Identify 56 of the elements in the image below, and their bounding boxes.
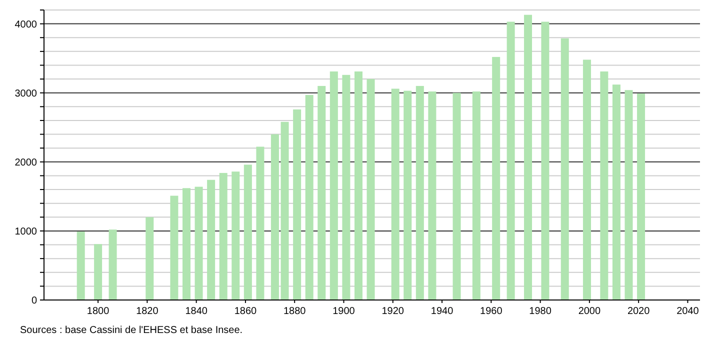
x-tick-label: 1840: [185, 306, 208, 317]
x-tick-label: 1880: [283, 306, 306, 317]
bar: [170, 196, 178, 300]
y-tick-label: 3000: [14, 88, 38, 100]
y-tick-label: 0: [31, 296, 38, 306]
source-note: Sources : base Cassini de l'EHESS et base Insee.: [20, 325, 243, 336]
bar: [637, 94, 646, 300]
x-tick-label: 1920: [382, 306, 404, 317]
bar: [330, 71, 338, 300]
bar: [146, 217, 154, 300]
y-tick-label: 4000: [14, 19, 38, 30]
bar: [404, 90, 412, 300]
bar: [76, 232, 85, 300]
bar: [506, 22, 515, 300]
bar: [428, 91, 436, 300]
x-tick-label: 1860: [234, 306, 258, 317]
bar: [244, 164, 252, 300]
bar: [94, 244, 102, 300]
y-tick-label: 2000: [14, 157, 38, 168]
bar: [318, 86, 326, 300]
bar: [108, 230, 117, 300]
bar: [624, 90, 633, 300]
x-tick-label: 1820: [136, 306, 159, 317]
bar: [541, 22, 550, 300]
bar: [354, 71, 362, 300]
bar: [612, 84, 620, 300]
bar: [492, 56, 500, 300]
bar: [452, 92, 461, 300]
y-tick-label: 1000: [14, 226, 38, 238]
x-tick-label: 1960: [480, 306, 503, 317]
bar: [194, 186, 203, 300]
bar: [256, 146, 264, 300]
bar: [416, 86, 424, 300]
bar: [600, 71, 608, 300]
x-tick-label: 2040: [676, 306, 700, 317]
bar: [560, 38, 569, 300]
bar: [391, 88, 400, 300]
x-tick-label: 2020: [627, 306, 650, 317]
bar: [305, 94, 314, 300]
bar: [342, 74, 350, 300]
bar: [207, 180, 216, 300]
bar: [366, 79, 375, 300]
bar: [524, 14, 532, 300]
x-tick-label: 1980: [529, 306, 552, 317]
x-tick-label: 1900: [332, 306, 356, 317]
x-tick-label: 2000: [578, 306, 601, 317]
bar: [270, 134, 279, 300]
bar: [280, 122, 289, 300]
bar: [219, 172, 228, 300]
bar: [582, 60, 591, 300]
x-tick-label: 1940: [430, 306, 454, 317]
bar: [472, 91, 480, 300]
bar: [293, 109, 302, 300]
bar: [182, 188, 190, 300]
x-tick-label: 1800: [86, 306, 110, 317]
bar: [232, 172, 240, 300]
